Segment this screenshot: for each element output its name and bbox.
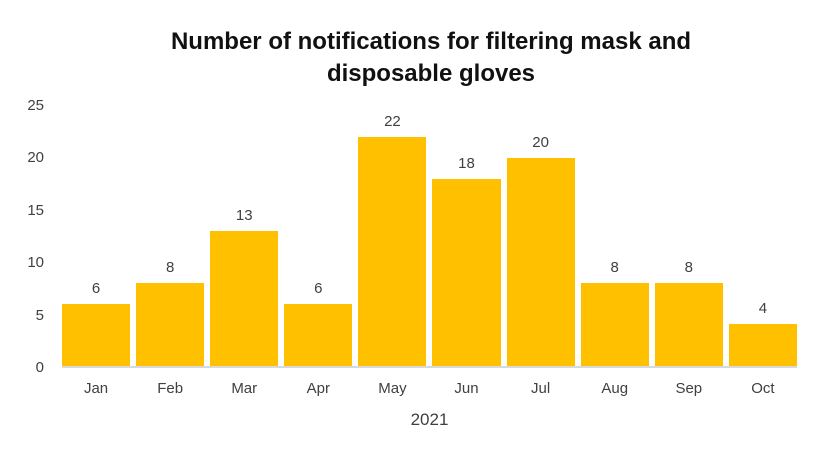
x-axis-labels: Jan Feb Mar Apr May Jun Jul Aug Sep Oct (62, 380, 797, 397)
bar-slot-aug: 8 (580, 106, 649, 366)
x-tick-jan: Jan (83, 380, 109, 397)
y-tick-15: 15 (27, 201, 44, 219)
bar-value-label: 13 (235, 206, 253, 224)
bar-value-label: 4 (758, 300, 768, 318)
bar-value-label: 20 (532, 134, 549, 151)
y-tick-10: 10 (27, 254, 44, 272)
x-tick-jul: Jul (531, 380, 551, 397)
bar-jun (432, 178, 501, 366)
bar-oct (728, 324, 797, 366)
x-tick-jun: Jun (454, 380, 479, 397)
bar-feb (136, 282, 205, 366)
bar-value-label: 6 (314, 279, 323, 297)
bar-slot-feb: 8 (136, 106, 205, 366)
bar-value-label: 8 (165, 258, 175, 276)
bar-value-label: 8 (684, 258, 693, 276)
bar-value-label: 8 (610, 258, 619, 276)
bar-slot-mar: 13 (210, 106, 279, 366)
bar-sep (654, 282, 723, 366)
bar-aug (580, 282, 649, 366)
x-tick-apr: Apr (306, 380, 330, 397)
bar-apr (284, 303, 353, 366)
bar-slot-apr: 6 (284, 106, 353, 366)
bar-value-label: 22 (384, 113, 401, 131)
bar-slot-sep: 8 (654, 106, 723, 366)
x-axis-title: 2021 (410, 410, 449, 429)
y-axis: 0 5 10 15 20 25 (0, 97, 50, 376)
bar-value-label: 18 (458, 154, 475, 172)
bar-jul (506, 158, 575, 366)
x-tick-mar: Mar (231, 380, 258, 397)
bar-slot-jun: 18 (432, 106, 501, 366)
x-tick-oct: Oct (751, 380, 775, 397)
bar-slot-jan: 6 (62, 106, 131, 366)
x-tick-sep: Sep (675, 380, 703, 397)
bar-may (358, 137, 427, 366)
bar-slot-jul: 20 (506, 106, 575, 366)
bar-mar (210, 230, 279, 366)
y-tick-5: 5 (35, 306, 44, 324)
y-tick-0: 0 (35, 359, 44, 376)
x-tick-feb: Feb (157, 380, 184, 397)
y-tick-20: 20 (27, 149, 44, 167)
plot-area: 6 8 13 6 22 18 20 8 8 4 (62, 106, 797, 368)
bar-jan (62, 303, 131, 366)
y-tick-25: 25 (27, 97, 44, 114)
chart-title: Number of notifications for filtering ma… (170, 28, 692, 88)
x-tick-may: May (378, 380, 407, 397)
bar-value-label: 6 (91, 279, 101, 297)
bar-slot-oct: 4 (728, 106, 797, 366)
bar-slot-may: 22 (358, 106, 427, 366)
x-tick-aug: Aug (601, 380, 629, 397)
